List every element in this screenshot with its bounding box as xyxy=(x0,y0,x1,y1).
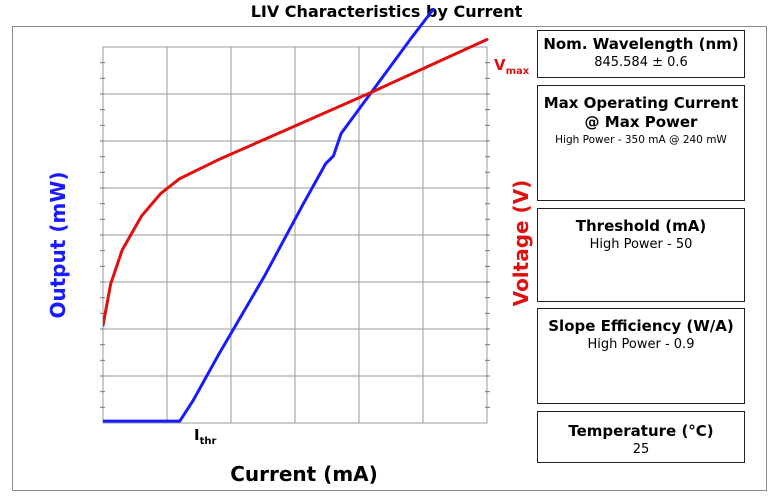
max-current-value: High Power - 350 mA @ 240 mW xyxy=(555,134,727,146)
threshold-box: Threshold (mA) High Power - 50 xyxy=(537,208,745,302)
y-axis-left-label: Output (mW) xyxy=(46,171,70,319)
x-axis-label: Current (mA) xyxy=(230,462,378,486)
temperature-value: 25 xyxy=(632,442,650,457)
threshold-marker-label: Ithr xyxy=(194,426,217,447)
series-line-output xyxy=(103,7,435,423)
wavelength-box: Nom. Wavelength (nm) 845.584 ± 0.6 xyxy=(537,30,745,78)
vmax-marker-label: Vmax xyxy=(494,56,530,77)
chart-title: LIV Characteristics by Current xyxy=(250,2,523,21)
temperature-box: Temperature (°C) 25 xyxy=(537,411,745,463)
slope-efficiency-value: High Power - 0.9 xyxy=(587,337,695,352)
temperature-title: Temperature (°C) xyxy=(568,422,714,440)
slope-efficiency-title: Slope Efficiency (W/A) xyxy=(548,317,734,335)
threshold-title: Threshold (mA) xyxy=(575,217,707,235)
series-line-voltage xyxy=(103,38,489,327)
max-current-box: Max Operating Current @ Max Power High P… xyxy=(537,85,745,201)
max-current-title: Max Operating Current @ Max Power xyxy=(543,94,739,131)
series-layer xyxy=(103,7,489,423)
grid xyxy=(100,46,490,424)
wavelength-value: 845.584 ± 0.6 xyxy=(594,55,688,70)
slope-efficiency-box: Slope Efficiency (W/A) High Power - 0.9 xyxy=(537,308,745,404)
y-axis-right-label: Voltage (V) xyxy=(509,179,533,307)
chart-frame xyxy=(12,26,767,491)
wavelength-title: Nom. Wavelength (nm) xyxy=(543,35,739,53)
threshold-value: High Power - 50 xyxy=(589,237,693,252)
